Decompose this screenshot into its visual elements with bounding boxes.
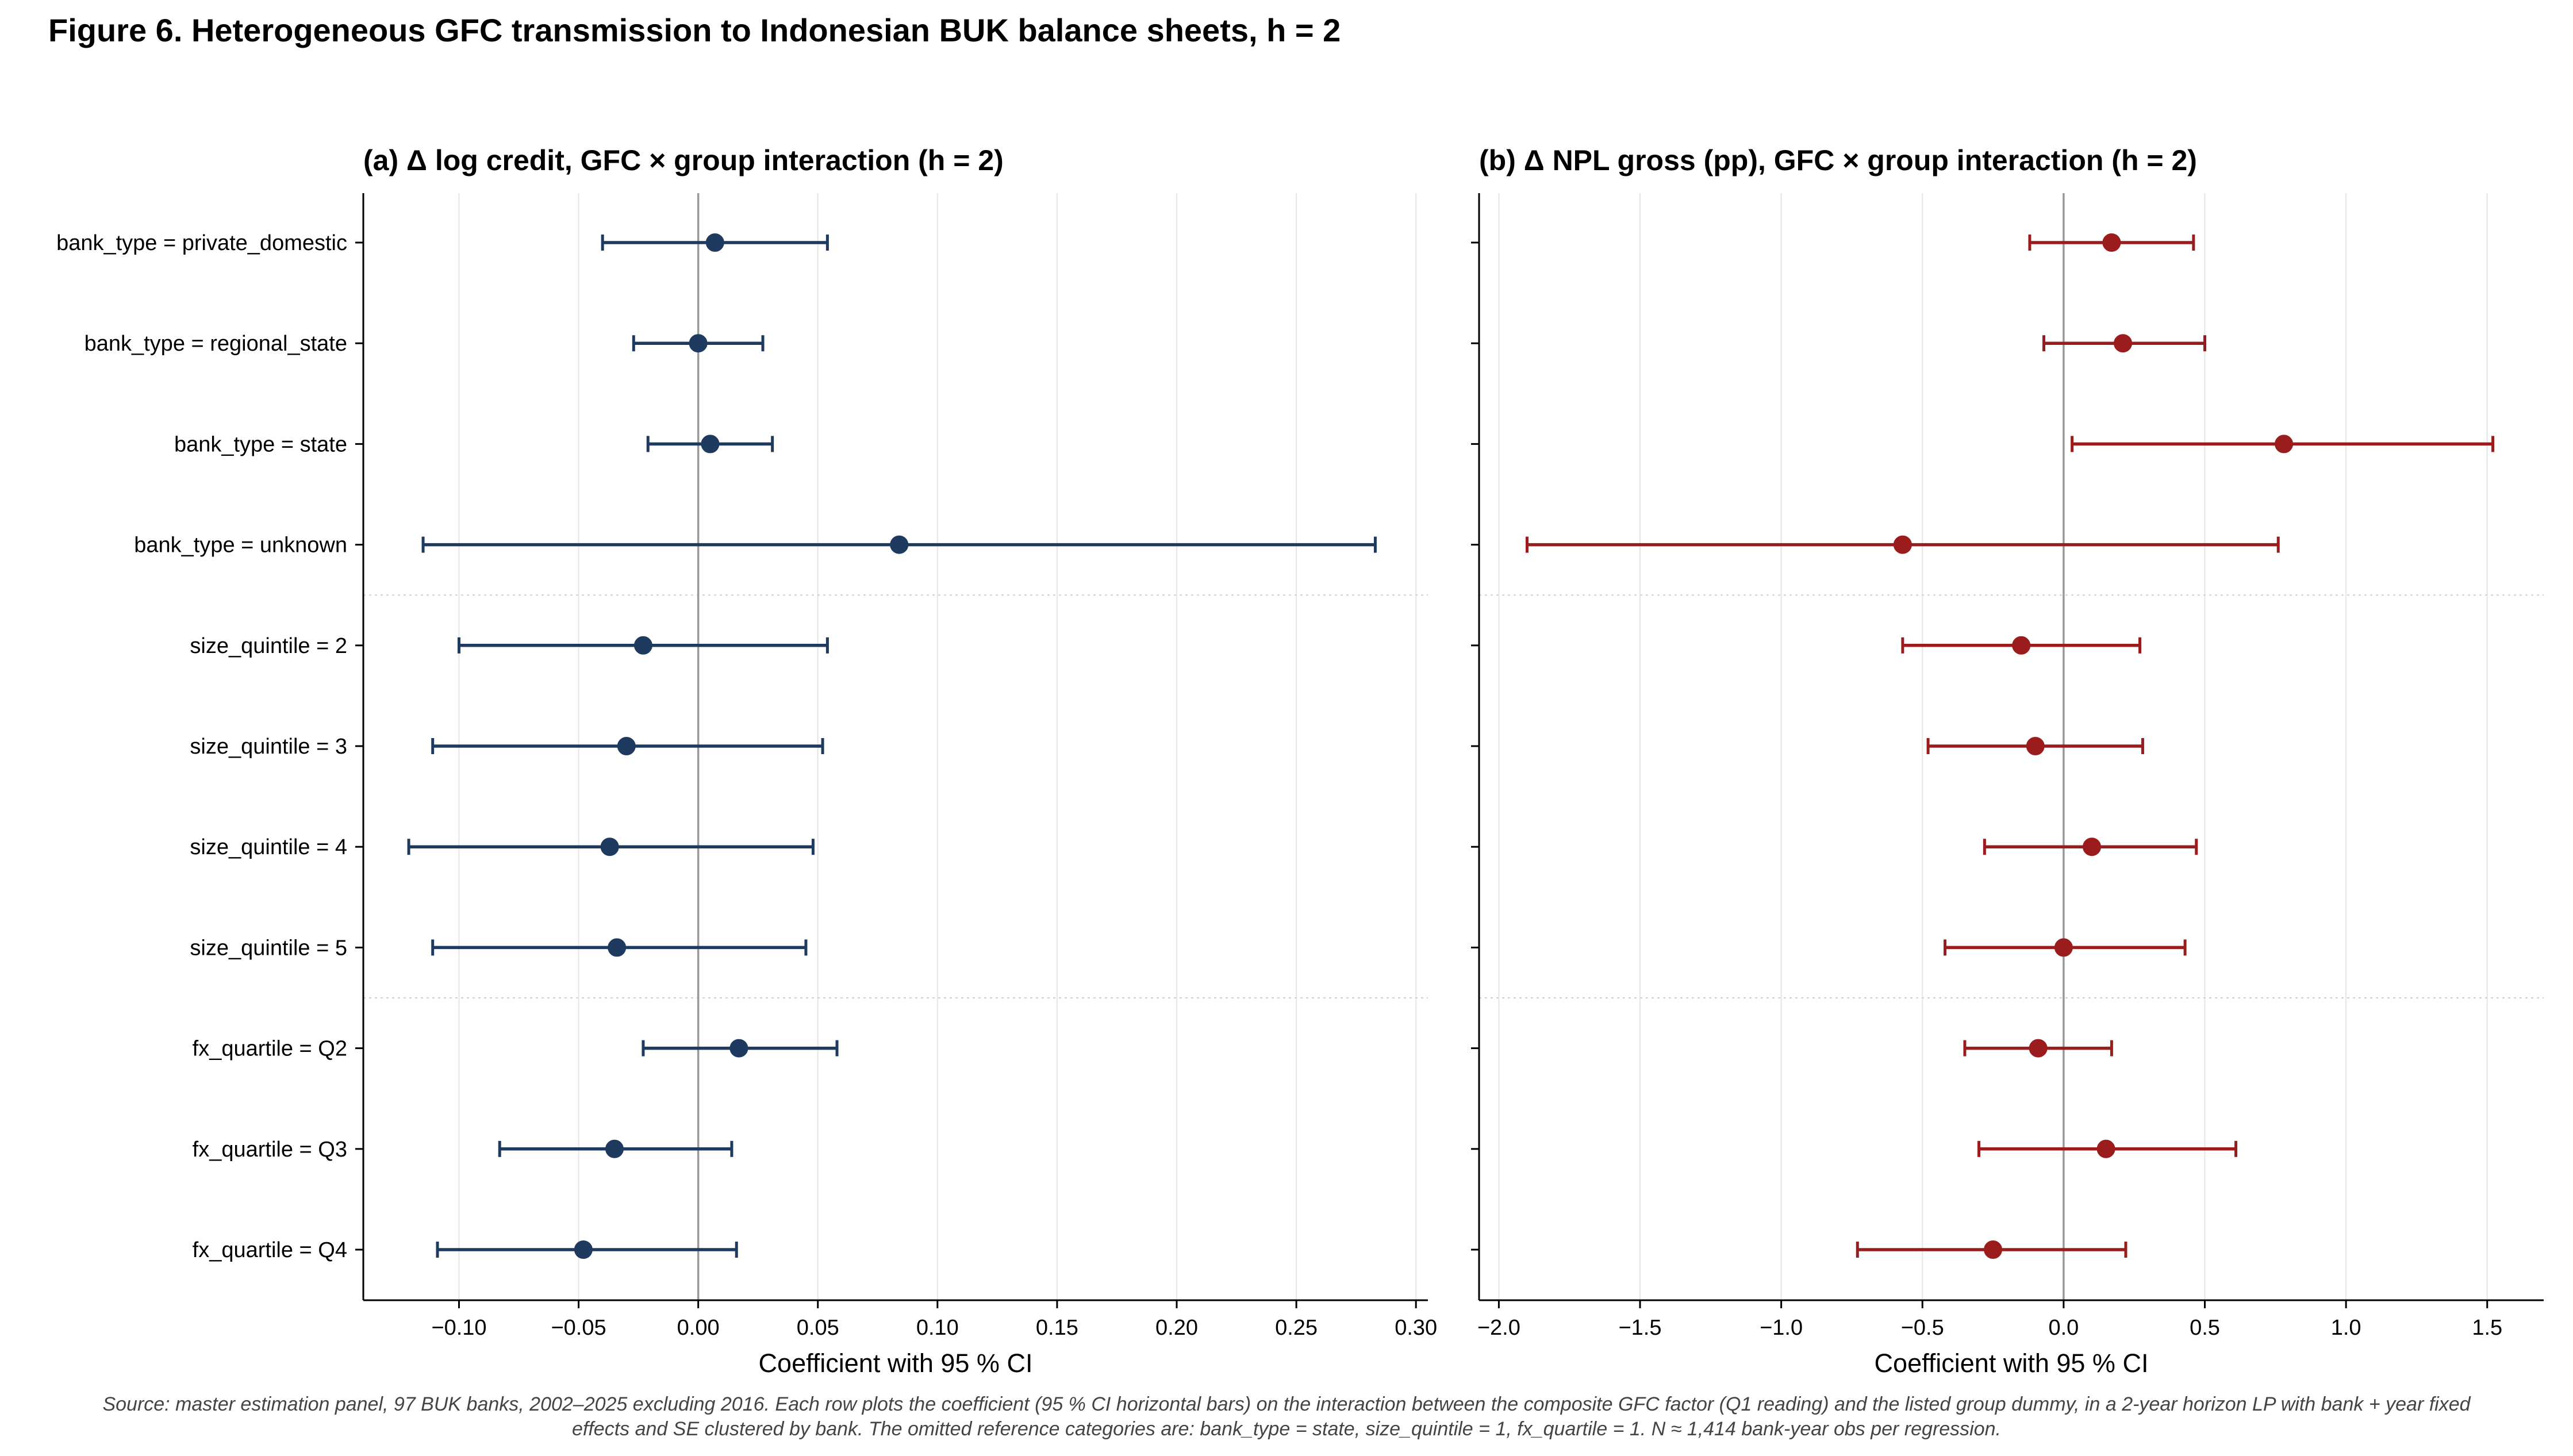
point-npl-10: [1984, 1240, 2003, 1259]
x-tick-label-0: −2.0: [1477, 1316, 1520, 1340]
y-tick-label-5: size_quintile = 3: [190, 735, 347, 759]
y-tick-label-4: size_quintile = 2: [190, 634, 347, 658]
x-tick-label-8: 0.30: [1395, 1316, 1437, 1340]
y-tick-label-8: fx_quartile = Q2: [193, 1037, 347, 1061]
point-credit-2: [701, 435, 720, 454]
x-tick-label-3: −0.5: [1901, 1316, 1944, 1340]
point-npl-5: [2026, 737, 2045, 755]
x-tick-label-1: −1.5: [1618, 1316, 1661, 1340]
point-credit-9: [605, 1139, 624, 1158]
x-tick-label-2: −1.0: [1760, 1316, 1803, 1340]
point-npl-7: [2054, 938, 2073, 957]
y-tick-label-7: size_quintile = 5: [190, 936, 347, 960]
point-credit-7: [608, 938, 627, 957]
point-credit-4: [633, 636, 652, 655]
point-credit-6: [600, 838, 619, 856]
x-tick-label-7: 0.25: [1275, 1316, 1318, 1340]
point-npl-2: [2275, 435, 2294, 454]
y-tick-label-1: bank_type = regional_state: [85, 332, 347, 356]
point-npl-9: [2096, 1139, 2115, 1158]
y-tick-label-3: bank_type = unknown: [134, 533, 347, 558]
x-tick-label-6: 1.0: [2331, 1316, 2361, 1340]
y-tick-label-6: size_quintile = 4: [190, 835, 347, 859]
point-npl-1: [2114, 334, 2133, 353]
figure-title: Figure 6. Heterogeneous GFC transmission…: [48, 12, 1341, 48]
panel-credit: −0.10 −0.05 0.00 0.05 0.10 0.15 0.20 0.25 0.30 Co…: [56, 144, 1437, 1378]
x-tick-label-4: 0.0: [2048, 1316, 2079, 1340]
panel-title: (b) Δ NPL gross (pp), GFC × group intera…: [1479, 144, 2197, 176]
y-tick-label-9: fx_quartile = Q3: [193, 1138, 347, 1162]
x-tick-label-5: 0.15: [1036, 1316, 1078, 1340]
x-tick-label-2: 0.00: [677, 1316, 720, 1340]
x-tick-label-4: 0.10: [916, 1316, 959, 1340]
x-tick-label-0: −0.10: [431, 1316, 486, 1340]
x-tick-label-6: 0.20: [1155, 1316, 1198, 1340]
x-tick-label-5: 0.5: [2190, 1316, 2220, 1340]
source-note-line-1: Source: master estimation panel, 97 BUK …: [102, 1393, 2471, 1415]
x-tick-label-1: −0.05: [551, 1316, 606, 1340]
x-tick-label-7: 1.5: [2472, 1316, 2502, 1340]
y-tick-label-2: bank_type = state: [174, 432, 347, 456]
point-npl-0: [2102, 233, 2121, 252]
x-axis-label: Coefficient with 95 % CI: [1875, 1349, 2149, 1378]
x-tick-label-3: 0.05: [797, 1316, 839, 1340]
point-npl-4: [2012, 636, 2031, 655]
point-credit-5: [617, 737, 636, 755]
point-credit-10: [574, 1240, 593, 1259]
point-npl-8: [2029, 1039, 2048, 1058]
y-tick-label-10: fx_quartile = Q4: [193, 1238, 347, 1262]
point-credit-0: [705, 233, 724, 252]
point-credit-8: [729, 1039, 748, 1058]
point-credit-3: [890, 535, 909, 554]
panel-title: (a) Δ log credit, GFC × group interactio…: [363, 144, 1004, 176]
panel-npl: −2.0 −1.5 −1.0 −0.5 0.0 0.5 1.0 1.5 Coefficient …: [1471, 144, 2544, 1378]
point-npl-3: [1893, 535, 1912, 554]
x-axis-label: Coefficient with 95 % CI: [759, 1349, 1033, 1378]
point-npl-6: [2083, 838, 2102, 856]
point-credit-1: [689, 334, 708, 353]
y-tick-label-0: bank_type = private_domestic: [56, 231, 347, 255]
source-note-line-2: effects and SE clustered by bank. The om…: [572, 1418, 2001, 1440]
